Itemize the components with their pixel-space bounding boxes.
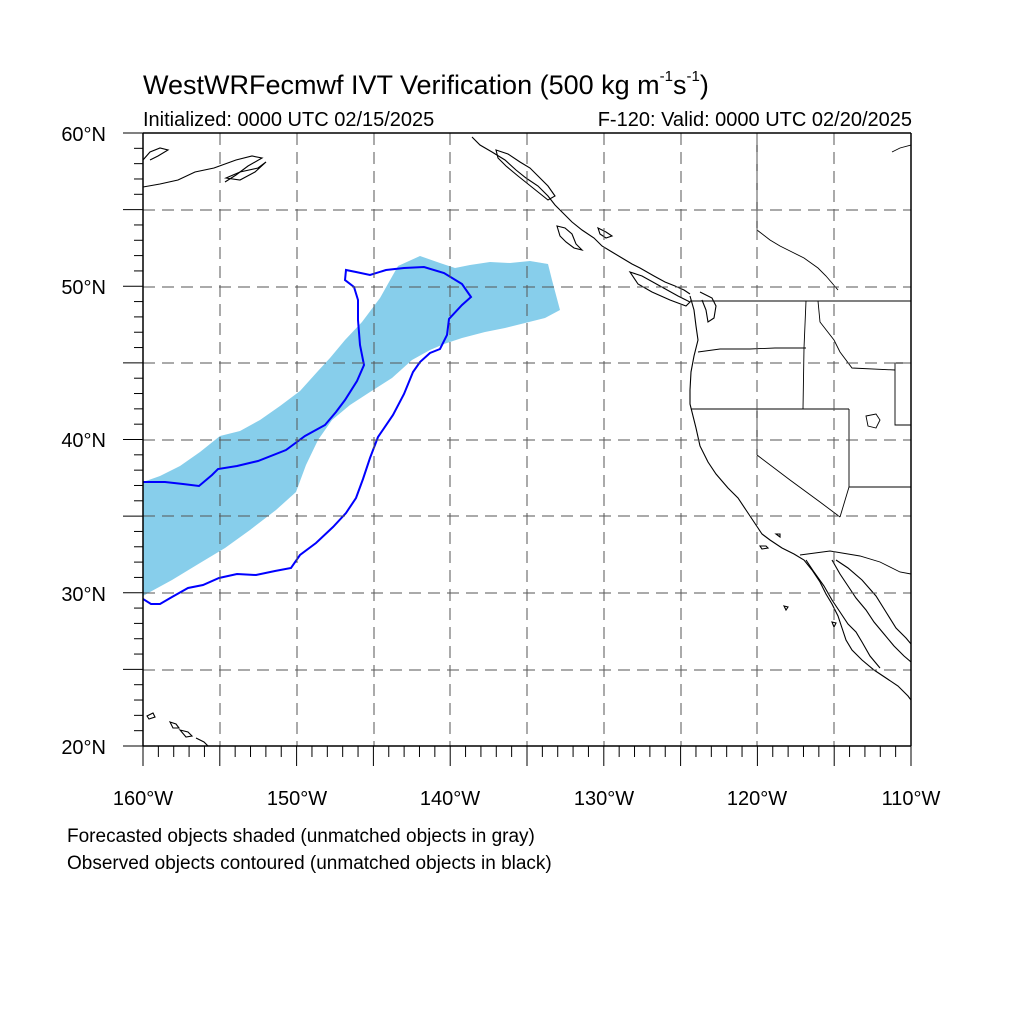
- init-time-label: Initialized: 0000 UTC 02/15/2025: [143, 109, 435, 131]
- lat-label-60: 60°N: [61, 124, 106, 146]
- observed-ivt-contour: [143, 265, 473, 605]
- footnote-observed: Observed objects contoured (unmatched ob…: [67, 853, 552, 874]
- lon-label-130: 130°W: [574, 788, 634, 810]
- lon-label-110: 110°W: [882, 788, 941, 810]
- forecast-ivt-object: [143, 256, 560, 596]
- map-title: WestWRFecmwf IVT Verification (500 kg m-…: [143, 68, 709, 100]
- lon-label-160: 160°W: [113, 788, 173, 810]
- lat-label-40: 40°N: [61, 430, 106, 452]
- lon-axis-labels: 160°W 150°W 140°W 130°W 120°W 110°W: [113, 788, 941, 810]
- footnote-forecast: Forecasted objects shaded (unmatched obj…: [67, 826, 535, 847]
- lat-label-30: 30°N: [61, 584, 106, 606]
- lat-label-20: 20°N: [61, 737, 106, 759]
- valid-time-label: F-120: Valid: 0000 UTC 02/20/2025: [597, 109, 912, 131]
- gridlines: [143, 133, 911, 746]
- state-borders: [690, 133, 911, 575]
- map-frame: [123, 132, 912, 766]
- lat-label-50: 50°N: [61, 277, 106, 299]
- coastlines: [143, 136, 911, 746]
- lat-axis-labels: 60°N 50°N 40°N 30°N 20°N: [61, 124, 106, 759]
- lon-label-150: 150°W: [267, 788, 327, 810]
- lon-label-120: 120°W: [727, 788, 787, 810]
- lon-label-140: 140°W: [420, 788, 480, 810]
